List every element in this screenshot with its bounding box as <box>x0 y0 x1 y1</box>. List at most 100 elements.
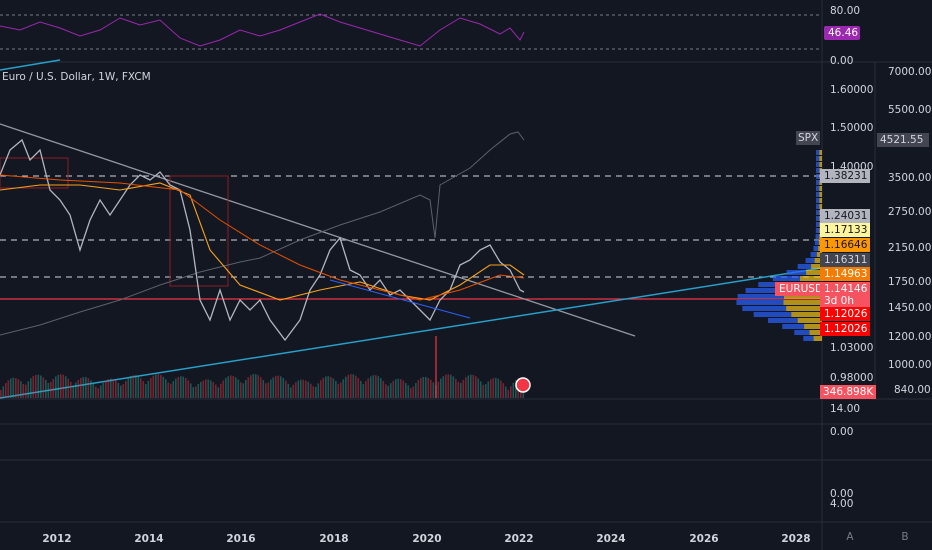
volume-bar <box>467 375 470 398</box>
profile-bar <box>816 174 820 179</box>
volume-bar <box>447 374 450 398</box>
volume-bar <box>232 375 235 398</box>
axis-label: 4.00 <box>830 498 853 510</box>
profile-bar <box>819 192 822 197</box>
axis-label: 1.60000 <box>830 84 873 96</box>
price-tag: 1.12026 <box>824 308 868 320</box>
volume-bar <box>190 383 192 398</box>
volume-bar <box>387 385 390 398</box>
profile-bar <box>816 162 820 167</box>
profile-bar <box>819 150 822 155</box>
axis-label: 1450.00 <box>888 302 931 314</box>
volume-bar <box>277 375 280 398</box>
volume-bar <box>455 378 457 398</box>
volume-bar <box>452 376 455 398</box>
volume-bar <box>192 387 195 398</box>
volume-bar <box>425 376 427 398</box>
profile-bar <box>815 234 820 239</box>
volume-bar <box>400 379 402 398</box>
volume-bar <box>337 383 340 398</box>
volume-bar <box>155 374 157 398</box>
volume-bar <box>185 378 187 398</box>
volume-bar <box>22 383 25 398</box>
volume-bar <box>140 378 142 398</box>
volume-bar <box>390 383 392 398</box>
volume-bar <box>295 382 297 398</box>
volume-bar <box>227 376 230 398</box>
volume-bar <box>177 376 180 398</box>
volume-bar <box>135 375 137 398</box>
profile-bar <box>767 318 798 323</box>
log-scale-button[interactable]: B <box>901 531 908 543</box>
volume-bar <box>127 378 130 398</box>
price-tag: 1.38231 <box>824 170 867 182</box>
volume-bar <box>347 374 350 398</box>
axis-label: 0.98000 <box>830 372 873 384</box>
volume-bar <box>45 379 47 398</box>
volume-bar <box>357 377 360 398</box>
profile-bar <box>816 150 820 155</box>
volume-bar <box>417 380 420 398</box>
profile-bar <box>799 276 822 281</box>
volume-bar <box>82 377 85 398</box>
volume-bar <box>150 377 152 398</box>
volume-bar <box>315 386 317 398</box>
volume-bar <box>205 379 207 398</box>
volume-bar <box>317 383 320 398</box>
volume-bar <box>105 380 107 398</box>
volume-bar <box>220 383 222 398</box>
volume-bar <box>430 379 432 398</box>
volume-bar <box>42 377 45 398</box>
zone <box>169 175 229 287</box>
volume-bar <box>380 378 382 398</box>
volume-bar <box>302 379 305 398</box>
moving-average <box>0 174 525 301</box>
volume-bar <box>230 375 232 398</box>
event-flag[interactable] <box>515 377 531 393</box>
volume-bar <box>292 384 295 398</box>
spx-name: SPX <box>798 132 818 144</box>
volume-bar <box>65 376 67 398</box>
time-label: 2024 <box>596 533 625 545</box>
volume-bar <box>122 384 125 398</box>
volume-bar <box>102 382 105 398</box>
volume-bar <box>130 376 132 398</box>
time-label: 2028 <box>781 533 810 545</box>
volume-bar <box>470 374 472 398</box>
volume-bar <box>255 374 257 398</box>
symbol-name: EURUSD <box>779 283 823 295</box>
profile-bar <box>813 336 822 341</box>
profile-bar <box>811 264 822 269</box>
profile-bar <box>794 330 810 335</box>
auto-scale-button[interactable]: A <box>846 531 854 543</box>
profile-bar <box>819 186 822 191</box>
volume-bar <box>132 375 135 398</box>
eurusd-price <box>0 138 525 342</box>
profile-bar <box>753 312 792 317</box>
volume-bar <box>235 377 237 398</box>
volume-bar <box>490 379 492 398</box>
profile-bar <box>745 288 788 293</box>
volume-bar <box>272 377 275 398</box>
volume-bar <box>325 376 327 398</box>
volume-bar <box>437 381 440 398</box>
volume-bar <box>200 381 202 398</box>
volume-bar <box>195 386 197 398</box>
axis-label: 1200.00 <box>888 331 931 343</box>
profile-bar <box>819 204 822 209</box>
price-tag: 1.14146 <box>824 283 868 295</box>
volume-bar <box>345 376 347 398</box>
volume-bar <box>300 379 302 398</box>
volume-bar <box>112 379 115 398</box>
volume-bar <box>40 375 42 398</box>
volume-bar <box>245 379 247 398</box>
axis-label: 0.00 <box>830 488 853 500</box>
volume-bar <box>290 387 292 398</box>
volume-bar <box>377 376 380 398</box>
trendline <box>0 59 61 71</box>
profile-bar <box>815 204 820 209</box>
volume-bar <box>172 380 175 398</box>
time-label: 2012 <box>42 533 71 545</box>
rsi-line <box>0 13 525 47</box>
profile-bar <box>815 210 820 215</box>
